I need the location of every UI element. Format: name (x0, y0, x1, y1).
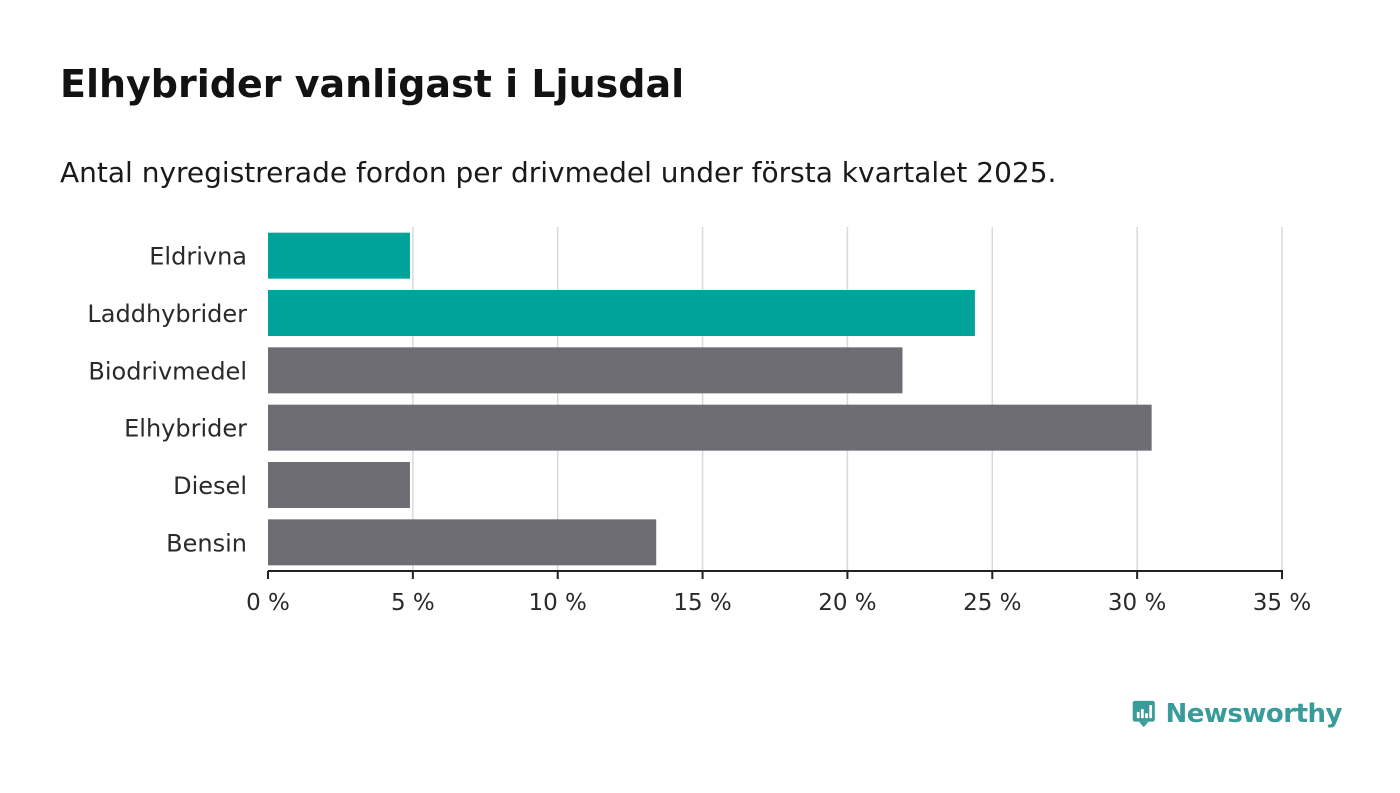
brand-logo: Newsworthy (1132, 692, 1343, 736)
category-label: Diesel (173, 472, 247, 500)
x-tick-label: 30 % (1108, 590, 1166, 616)
x-tick-label: 10 % (528, 590, 586, 616)
category-label: Biodrivmedel (88, 357, 247, 385)
bar-chart: Eldrivna Laddhybrider Biodrivmedel Elhybrid… (87, 227, 1311, 616)
bar-bensin (268, 519, 657, 566)
newsworthy-logo-icon (1132, 700, 1155, 728)
bar-eldrivna (268, 232, 410, 279)
chart-title: Elhybrider vanligast i Ljusdal (60, 62, 685, 106)
x-tick-label: 15 % (673, 590, 731, 616)
brand-name: Newsworthy (1165, 699, 1343, 729)
category-label: Laddhybrider (87, 300, 247, 328)
x-tick-label: 35 % (1253, 590, 1311, 616)
bar-biodrivmedel (268, 347, 903, 394)
bar-diesel (268, 462, 410, 508)
x-tick-label: 5 % (391, 590, 435, 616)
x-tick-label: 0 % (246, 590, 290, 616)
category-label: Bensin (166, 529, 247, 557)
x-tick-label: 25 % (963, 590, 1021, 616)
category-label: Elhybrider (124, 415, 247, 443)
category-label: Eldrivna (149, 243, 247, 271)
bar-elhybrider (268, 404, 1152, 451)
chart-subtitle: Antal nyregistrerade fordon per drivmede… (60, 156, 1057, 189)
x-tick-label: 20 % (818, 590, 876, 616)
bar-laddhybrider (268, 290, 975, 336)
